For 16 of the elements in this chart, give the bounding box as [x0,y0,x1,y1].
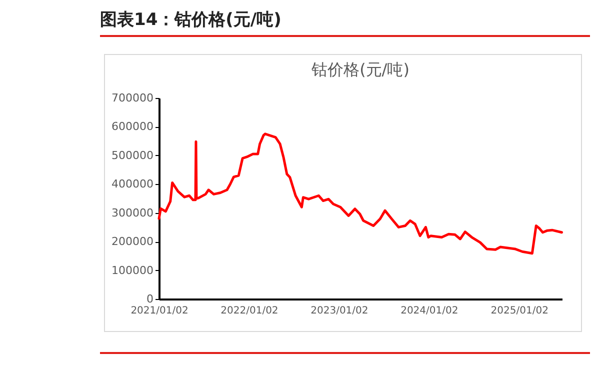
y-tick-label: 0 [146,292,154,306]
x-tick-label: 2021/01/02 [130,306,188,316]
chart-subtitle: 钴价格(元/吨) [310,60,410,79]
y-tick-label: 700000 [112,92,154,104]
x-tick-label: 2023/01/02 [310,306,368,316]
y-tick-label: 100000 [112,264,154,277]
y-tick-label: 500000 [112,148,154,162]
x-tick-label: 2024/01/02 [400,306,458,316]
x-tick-label: 2025/01/02 [490,306,548,316]
y-tick-label: 300000 [112,206,154,220]
y-tick-label: 400000 [112,178,154,191]
y-tick-label: 200000 [112,235,154,248]
x-tick-label: 2022/01/02 [220,306,278,316]
chart-title: 图表14：钴价格(元/吨) [100,8,590,37]
y-tick-label: 600000 [112,120,154,134]
line-series [158,132,564,255]
